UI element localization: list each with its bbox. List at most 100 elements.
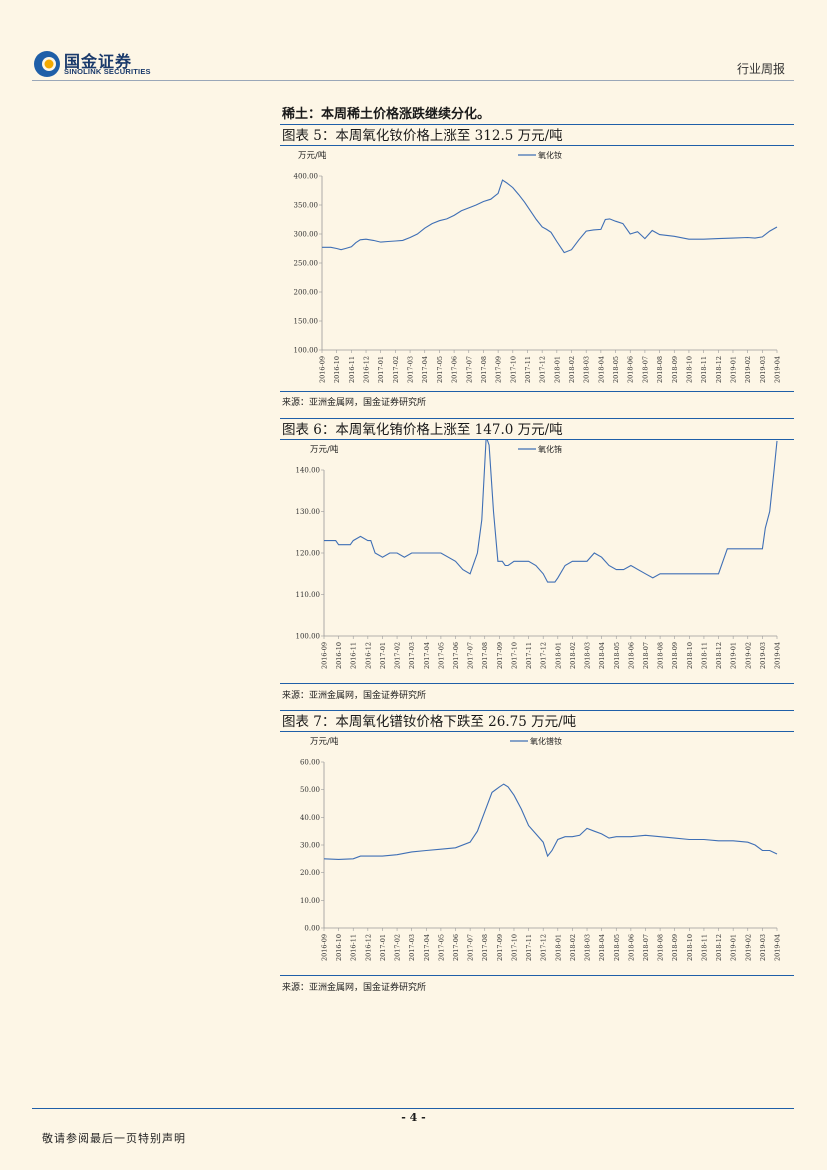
x-tick-label: 2017-05 (437, 642, 445, 669)
x-tick-label: 2019-04 (774, 356, 782, 383)
x-tick-label: 2017-04 (423, 642, 431, 669)
x-tick-label: 2017-10 (510, 934, 518, 961)
x-tick-label: 2016-10 (333, 356, 341, 383)
x-tick-label: 2017-04 (421, 356, 429, 383)
x-tick-label: 2018-05 (613, 934, 621, 961)
brand-logo (32, 47, 157, 79)
x-tick-label: 2018-12 (715, 934, 723, 961)
x-tick-label: 2017-03 (408, 934, 416, 961)
x-tick-label: 2017-09 (496, 642, 504, 669)
report-type: 行业周报 (736, 62, 785, 76)
legend-label: 氧化铕 (538, 444, 562, 454)
x-tick-label: 2017-11 (525, 934, 533, 961)
x-tick-label: 2017-05 (437, 934, 445, 961)
footer-divider (32, 1108, 794, 1109)
x-tick-label: 2017-09 (495, 356, 503, 383)
series-line (323, 783, 778, 860)
y-tick-label: 140.00 (296, 467, 321, 475)
x-tick-label: 2018-09 (671, 642, 679, 669)
x-tick-label: 2019-03 (759, 642, 767, 669)
x-tick-label: 2019-03 (759, 356, 767, 383)
x-tick-label: 2019-04 (774, 934, 782, 961)
x-tick-label: 2017-09 (496, 934, 504, 961)
x-tick-label: 2018-03 (583, 356, 591, 383)
y-tick-label: 250.00 (294, 260, 319, 268)
x-tick-label: 2018-06 (627, 642, 635, 669)
x-tick-label: 2019-01 (730, 642, 738, 669)
x-tick-label: 2019-04 (774, 642, 782, 669)
x-tick-label: 2017-06 (451, 356, 459, 383)
x-tick-label: 2018-10 (685, 356, 693, 383)
x-tick-label: 2018-11 (700, 356, 708, 383)
x-tick-label: 2018-02 (568, 356, 576, 383)
disclaimer: 敬请参阅最后一页特别声明 (42, 1132, 186, 1145)
x-tick-label: 2018-04 (598, 642, 606, 669)
x-tick-label: 2017-05 (436, 356, 444, 383)
x-tick-label: 2017-10 (510, 642, 518, 669)
y-tick-label: 0.00 (304, 925, 320, 933)
x-tick-label: 2016-09 (321, 642, 329, 669)
x-tick-label: 2018-01 (554, 934, 562, 961)
y-tick-label: 300.00 (294, 231, 319, 239)
x-tick-label: 2017-10 (509, 356, 517, 383)
x-tick-label: 2018-01 (553, 356, 561, 383)
figure-title-5: 图表 5：本周氧化钕价格上涨至 312.5 万元/吨 (280, 124, 794, 146)
figure-title-6: 图表 6：本周氧化铕价格上涨至 147.0 万元/吨 (280, 418, 794, 440)
x-tick-label: 2018-04 (598, 934, 606, 961)
x-tick-label: 2016-11 (350, 642, 358, 669)
y-tick-label: 40.00 (300, 814, 320, 822)
x-tick-label: 2019-01 (729, 356, 737, 383)
legend-label: 氧化镨钕 (530, 736, 562, 746)
y-tick-label: 400.00 (294, 173, 319, 181)
y-axis-unit-label: 万元/吨 (310, 736, 339, 747)
x-tick-label: 2017-03 (408, 642, 416, 669)
x-tick-label: 2018-08 (656, 356, 664, 383)
header-divider (32, 80, 794, 81)
x-tick-label: 2018-05 (613, 642, 621, 669)
x-tick-label: 2017-11 (525, 642, 533, 669)
x-tick-label: 2018-09 (671, 934, 679, 961)
figure-source-5: 来源：亚洲金属网，国金证券研究所 (282, 398, 427, 408)
x-tick-label: 2017-04 (423, 934, 431, 961)
x-tick-label: 2017-07 (465, 356, 473, 383)
x-tick-label: 2018-03 (584, 642, 592, 669)
y-tick-label: 10.00 (300, 897, 320, 905)
x-tick-label: 2018-02 (569, 934, 577, 961)
x-tick-label: 2017-01 (379, 934, 387, 961)
x-tick-label: 2017-03 (407, 356, 415, 383)
x-tick-label: 2017-11 (524, 356, 532, 383)
y-tick-label: 30.00 (300, 842, 320, 850)
x-tick-label: 2018-05 (612, 356, 620, 383)
series-line (324, 440, 778, 583)
x-tick-label: 2017-06 (452, 642, 460, 669)
x-tick-label: 2018-10 (686, 934, 694, 961)
brand-name-en: SINOLINK SECURITIES (64, 67, 151, 76)
figure-title-7: 图表 7：本周氧化镨钕价格下跌至 26.75 万元/吨 (280, 710, 794, 732)
y-tick-label: 200.00 (294, 289, 319, 297)
chart-neodymium-oxide: 400.00 350.00 300.00 250.00 200.00 150.00 100.… (294, 150, 782, 383)
x-tick-label: 2017-02 (392, 356, 400, 383)
x-tick-label: 2018-07 (641, 356, 649, 383)
page-number: - 4 - (401, 1111, 426, 1124)
x-tick-label: 2017-06 (452, 934, 460, 961)
x-tick-label: 2018-11 (700, 642, 708, 669)
x-tick-label: 2018-07 (642, 934, 650, 961)
y-tick-label: 100.00 (294, 347, 319, 355)
x-tick-label: 2019-02 (744, 356, 752, 383)
x-tick-label: 2016-10 (335, 934, 343, 961)
x-tick-label: 2017-07 (467, 642, 475, 669)
x-tick-label: 2017-12 (540, 934, 548, 961)
x-tick-label: 2018-12 (715, 356, 723, 383)
x-tick-label: 2018-03 (584, 934, 592, 961)
x-tick-label: 2017-08 (481, 934, 489, 961)
x-tick-label: 2017-08 (481, 642, 489, 669)
x-tick-label: 2018-06 (627, 934, 635, 961)
x-tick-label: 2017-12 (540, 642, 548, 669)
source-divider (280, 975, 794, 976)
x-tick-label: 2017-12 (539, 356, 547, 383)
x-tick-label: 2019-03 (759, 934, 767, 961)
x-tick-label: 2018-08 (657, 642, 665, 669)
x-tick-label: 2016-10 (335, 642, 343, 669)
x-tick-label: 2018-02 (569, 642, 577, 669)
